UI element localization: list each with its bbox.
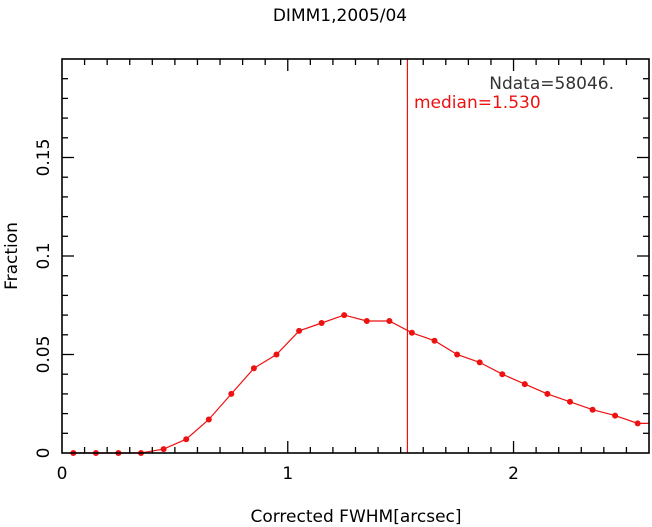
data-point [431, 337, 438, 344]
data-point [521, 381, 528, 388]
data-point [634, 420, 641, 427]
data-point [205, 416, 212, 423]
data-point [454, 351, 461, 358]
data-point [250, 365, 257, 372]
x-tick-label: 1 [282, 464, 293, 484]
data-point [296, 327, 303, 334]
data-point [183, 436, 190, 443]
data-point [544, 390, 551, 397]
data-point [499, 371, 506, 378]
series-layer [70, 312, 649, 456]
ndata-annotation: Ndata=58046. [489, 74, 614, 94]
ticks-layer [62, 59, 649, 453]
median-annotation: median=1.530 [414, 93, 541, 113]
y-tick-label: 0.05 [34, 336, 54, 374]
data-point [589, 406, 596, 413]
data-point [386, 318, 393, 324]
data-point [567, 398, 573, 405]
data-point [318, 320, 325, 326]
y-axis-label: Fraction [2, 222, 22, 290]
x-axis-label: Corrected FWHM[arcsec] [250, 507, 461, 527]
y-tick-label: 0.1 [34, 242, 54, 269]
x-tick-label: 0 [57, 464, 68, 484]
data-point [476, 359, 483, 366]
tick-labels-layer: 0 1 2 0 0.05 0.1 0.15 [34, 139, 519, 484]
data-point [363, 318, 370, 324]
x-tick-label: 2 [508, 464, 519, 484]
chart-title: DIMM1,2005/04 [273, 6, 407, 26]
y-tick-label: 0.15 [34, 139, 54, 177]
data-point [228, 390, 235, 397]
plot-frame [61, 58, 650, 454]
series-line [73, 314, 649, 454]
data-point [612, 412, 619, 419]
y-tick-label: 0 [34, 448, 54, 459]
data-point [160, 446, 167, 453]
data-point [273, 351, 280, 358]
data-point [408, 329, 415, 336]
data-point [341, 312, 348, 319]
